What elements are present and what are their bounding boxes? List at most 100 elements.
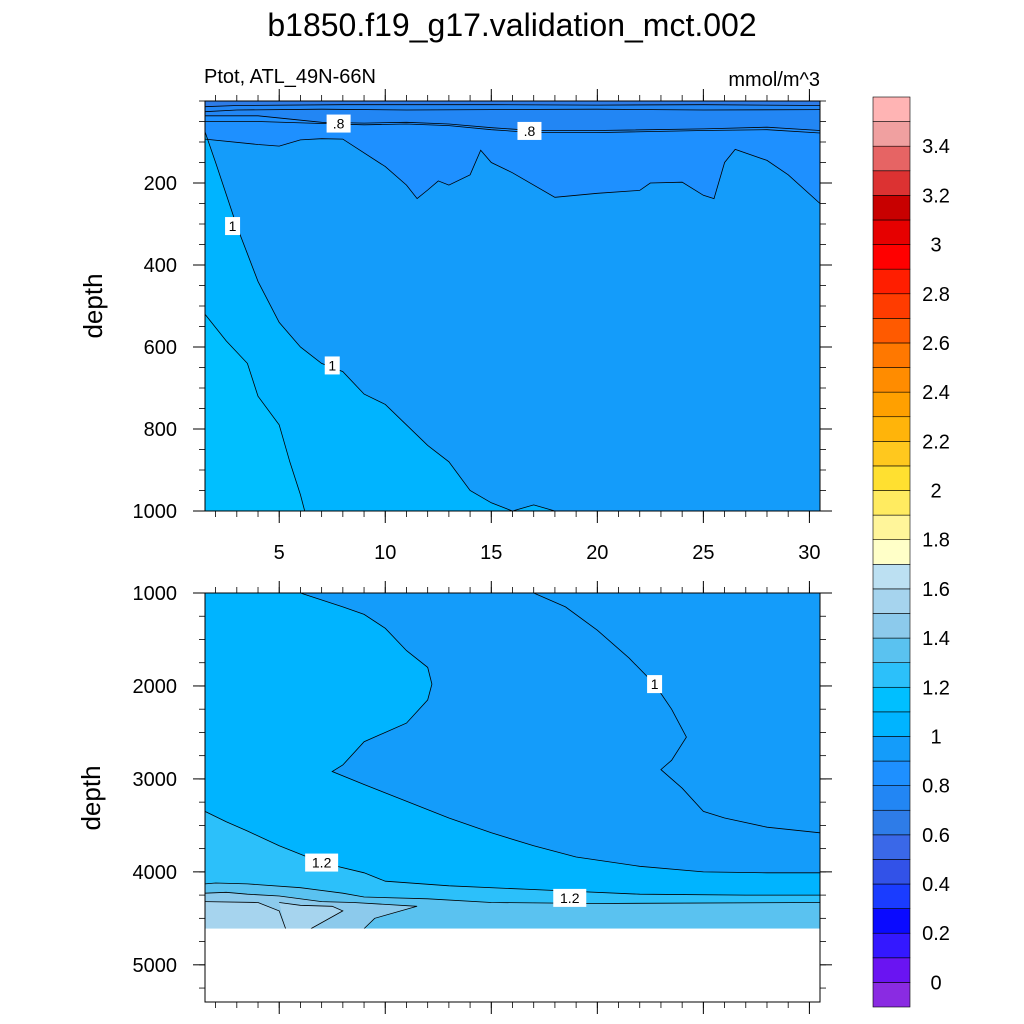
contour-line	[205, 811, 820, 896]
colorbar-swatch	[872, 982, 911, 1008]
contour-label: 1	[229, 218, 237, 234]
colorbar-swatch	[872, 686, 911, 713]
contour-label-box	[305, 853, 339, 872]
colorbar-swatch	[872, 219, 911, 245]
upper-y-axis-label: depth	[78, 273, 108, 338]
contour-line	[300, 593, 820, 874]
colorbar-swatch	[872, 318, 911, 344]
x-tick-label: 5	[274, 542, 285, 564]
contour-label: 1.2	[312, 855, 332, 871]
x-tick-label: 25	[692, 542, 714, 564]
x-tick-label: 15	[480, 542, 502, 564]
contour-label-box	[647, 675, 663, 694]
y-tick-label: 2000	[133, 676, 178, 698]
y-tick-label: 600	[144, 337, 177, 359]
contour-line	[205, 313, 306, 511]
colorbar-swatch	[872, 932, 911, 959]
contour-region	[279, 902, 343, 929]
contour-line	[205, 138, 820, 204]
colorbar-swatch	[872, 662, 911, 688]
colorbar-label: 2.2	[922, 431, 950, 453]
colorbar-label: 0.6	[922, 825, 950, 847]
contour-line	[205, 131, 556, 511]
colorbar-label: 2.8	[922, 284, 950, 306]
contour-label: .8	[524, 123, 536, 139]
contour-label-box	[326, 114, 351, 133]
colorbar-swatch	[872, 195, 911, 221]
colorbar-swatch	[872, 514, 911, 541]
colorbar-swatch	[872, 957, 911, 983]
variable-label: Ptot, ATL_49N-66N	[204, 66, 376, 88]
x-tick-label: 10	[374, 542, 396, 564]
colorbar-swatch	[872, 613, 911, 639]
colorbar-swatch	[872, 342, 911, 368]
chart-title: b1850.f19_g17.validation_mct.002	[267, 7, 756, 43]
lower-y-axis-label: depth	[76, 765, 106, 830]
lower-panel: 1 1.2 1.2 1000 2000 3000 4000 5000	[133, 581, 832, 1014]
y-tick-label: 400	[144, 255, 177, 277]
contour-region	[205, 131, 555, 511]
y-tick-label: 4000	[133, 862, 178, 884]
colorbar-swatch	[872, 883, 911, 909]
colorbar-label: 2	[930, 481, 941, 503]
y-tick-label: 5000	[133, 955, 178, 977]
colorbar-label: 0.2	[922, 923, 950, 945]
contour-label-box	[225, 217, 241, 236]
colorbar-swatch	[872, 391, 911, 418]
colorbar-swatch	[872, 367, 911, 393]
x-tick-label: 20	[586, 542, 608, 564]
colorbar-swatch	[872, 908, 911, 934]
x-tick-label: 30	[798, 542, 820, 564]
contour-label: 1.2	[560, 890, 580, 906]
colorbar-label: 0.4	[922, 874, 950, 896]
colorbar-swatch	[872, 416, 911, 442]
contour-label: 1	[328, 357, 336, 373]
contour-line	[205, 104, 820, 108]
colorbar-label: 0.8	[922, 776, 950, 798]
contour-region	[205, 901, 286, 929]
colorbar-swatch	[872, 834, 911, 860]
colorbar-label: 2.6	[922, 333, 950, 355]
colorbar-swatch	[872, 711, 911, 737]
colorbar-label: 1.6	[922, 579, 950, 601]
upper-panel: .8 .8 1 1 200 400 600 800 1000 5 10 15 20 25 30	[133, 89, 832, 564]
contour-line	[533, 593, 820, 834]
colorbar-label: 3.4	[922, 136, 950, 158]
contour-region	[205, 101, 820, 107]
contour-label-box	[553, 888, 587, 907]
colorbar-swatch	[872, 293, 911, 319]
colorbar-label: 2.4	[922, 382, 950, 404]
colorbar-swatch	[872, 539, 911, 565]
y-tick-label: 800	[144, 419, 177, 441]
contour-lines	[205, 593, 820, 929]
contour-label-box	[517, 121, 542, 140]
contour-region	[533, 593, 820, 833]
colorbar-swatch	[872, 465, 911, 491]
contour-line	[205, 891, 418, 929]
colorbar-swatch	[872, 490, 911, 516]
contour-line	[205, 115, 820, 131]
contour-region	[205, 314, 305, 511]
contour-line	[205, 882, 820, 904]
colorbar-swatch	[872, 637, 911, 663]
y-tick-label: 200	[144, 173, 177, 195]
contour-line	[205, 121, 820, 134]
colorbar-swatch	[872, 96, 911, 122]
colorbar-swatch	[872, 170, 911, 196]
colorbar-swatch	[872, 809, 911, 836]
y-tick-label: 3000	[133, 769, 178, 791]
colorbar-label: 3.2	[922, 185, 950, 207]
colorbar-label: 1.8	[922, 530, 950, 552]
contour-line	[205, 901, 286, 929]
contour-label: .8	[333, 116, 345, 132]
contour-label: 1	[651, 676, 659, 692]
y-tick-label: 1000	[133, 501, 178, 523]
colorbar-swatch	[872, 588, 911, 614]
contour-fills	[205, 593, 820, 929]
colorbar-swatch	[872, 121, 911, 147]
colorbar-swatch	[872, 785, 911, 811]
contour-line	[205, 108, 820, 113]
colorbar-swatch	[872, 736, 911, 762]
no-data-region	[205, 928, 820, 1002]
